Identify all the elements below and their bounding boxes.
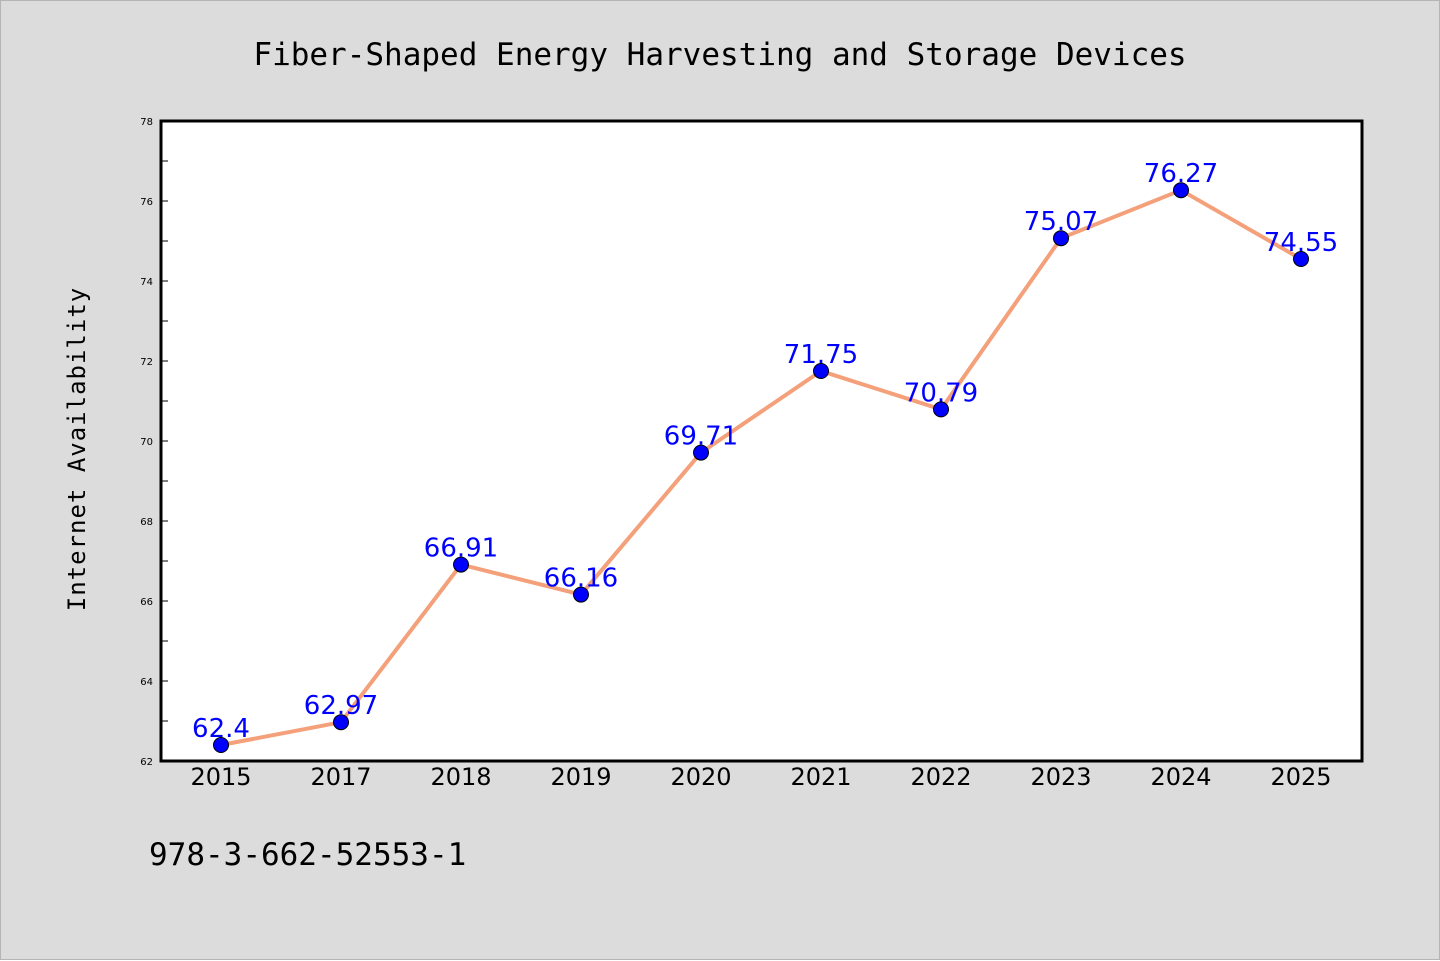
data-point xyxy=(453,556,469,573)
data-point xyxy=(1173,182,1189,199)
y-tick-label: 64 xyxy=(140,677,153,688)
series-points-group xyxy=(213,182,1309,753)
y-tick-label: 76 xyxy=(140,197,153,208)
y-tick-label: 66 xyxy=(140,597,153,608)
plot-frame xyxy=(159,119,1364,763)
y-tick-label: 62 xyxy=(140,757,153,768)
x-tick-label: 2022 xyxy=(910,763,971,791)
y-tick-label: 68 xyxy=(140,517,153,528)
data-point xyxy=(573,586,589,603)
data-label: 75.07 xyxy=(1024,207,1098,237)
data-label: 74.55 xyxy=(1264,228,1338,258)
chart-title: Fiber-Shaped Energy Harvesting and Stora… xyxy=(253,37,1186,73)
y-tick-label: 74 xyxy=(140,277,153,288)
x-tick-label: 2020 xyxy=(670,763,731,791)
x-tick-label: 2021 xyxy=(790,763,851,791)
data-label: 71.75 xyxy=(784,340,858,370)
x-tick-label: 2025 xyxy=(1270,763,1331,791)
data-labels-group: 62.4 62.97 66.91 66.16 69.71 71.75 70.79 75.07 7… xyxy=(192,159,1338,744)
series-line xyxy=(219,188,1303,747)
data-point xyxy=(213,737,229,753)
series-line-group xyxy=(219,188,1303,747)
data-point xyxy=(933,401,949,418)
data-label: 66.16 xyxy=(544,564,618,594)
x-tick-label: 2023 xyxy=(1030,763,1091,791)
data-point xyxy=(813,363,829,379)
y-axis-label: Internet Availability xyxy=(63,287,91,611)
x-tick-label: 2024 xyxy=(1150,763,1211,791)
data-label: 69.71 xyxy=(664,422,738,452)
x-tick-label: 2018 xyxy=(430,763,491,791)
data-point xyxy=(333,714,349,731)
data-point xyxy=(1293,251,1309,267)
y-tick-label: 78 xyxy=(140,117,153,128)
y-tick-label: 72 xyxy=(140,357,153,368)
x-tick-label: 2017 xyxy=(310,763,371,791)
annotation-text: 978-3-662-52553-1 xyxy=(149,837,466,873)
x-tick-label: 2019 xyxy=(550,763,611,791)
data-point xyxy=(693,444,709,461)
data-label: 62.97 xyxy=(304,691,378,721)
x-tick-label: 2015 xyxy=(190,763,251,791)
data-label: 70.79 xyxy=(904,378,978,408)
data-point xyxy=(1053,230,1069,247)
data-label: 62.4 xyxy=(192,714,250,744)
data-label: 76.27 xyxy=(1144,159,1218,189)
x-axis-ticks: 2015 2017 2018 2019 2020 2021 2022 2023 2024 2025 xyxy=(190,763,1331,791)
y-tick-label: 70 xyxy=(140,437,153,448)
plot-area xyxy=(161,121,1362,761)
data-label: 66.91 xyxy=(424,534,498,564)
